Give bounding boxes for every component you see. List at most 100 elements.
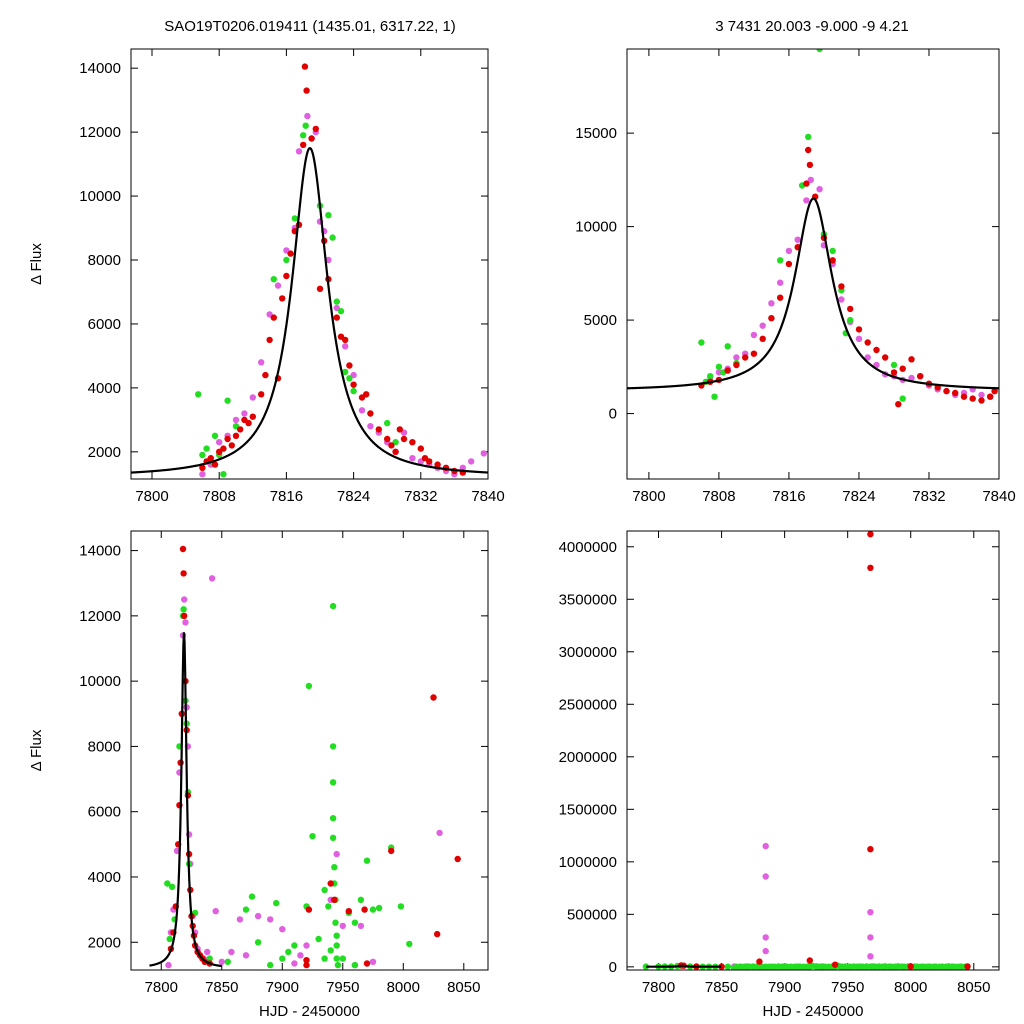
data-point-green (711, 393, 718, 400)
y-tick-label: 500000 (567, 906, 617, 923)
data-point-red (331, 896, 338, 903)
y-tick-label: 4000000 (559, 539, 617, 556)
data-point-green (180, 606, 187, 613)
data-point-violet (267, 916, 274, 923)
x-tick-label: 8000 (894, 979, 927, 996)
data-point-red (237, 426, 244, 433)
data-point-green (333, 955, 340, 962)
x-tick-label: 7816 (772, 488, 805, 505)
y-tick-label: 8000 (88, 252, 121, 269)
plot-frame (626, 48, 1000, 480)
data-point-violet (733, 354, 740, 361)
data-points (195, 63, 487, 478)
x-tick-label: 7824 (337, 488, 370, 505)
data-point-green (363, 857, 371, 864)
header-left-title: SAO19T0206.019411 (1435.01, 6317.22, 1) (164, 18, 456, 35)
data-point-red (803, 180, 810, 187)
data-point-red (426, 458, 433, 465)
data-point-violet (208, 575, 216, 582)
chart-panel-bottom-left: 7800 7850 7900 7950 8000 8050 2000 4000 6000 8000… (28, 530, 489, 1020)
data-point-red (327, 880, 334, 887)
data-point-violet (304, 112, 311, 120)
data-point-red (434, 930, 441, 938)
data-point-green (325, 903, 332, 910)
data-point-violet (357, 922, 365, 930)
data-point-red (908, 356, 915, 363)
y-tick-label: 10000 (575, 219, 617, 236)
data-point-green (331, 864, 338, 871)
data-point-green (342, 368, 349, 376)
y-tick-label: 12000 (79, 608, 121, 625)
data-point-violet (182, 619, 189, 626)
y-tick-label: 2000000 (559, 749, 617, 766)
data-point-green (291, 215, 298, 222)
data-point-green (203, 445, 210, 452)
data-point-green (283, 256, 290, 264)
data-points (642, 531, 971, 970)
plot-frame (626, 530, 1000, 971)
data-point-green (242, 906, 250, 913)
data-point-red (342, 336, 349, 344)
data-point-violet (291, 960, 298, 967)
data-point-green (315, 935, 322, 943)
data-point-violet (816, 186, 823, 193)
data-point-violet (807, 176, 814, 184)
data-point-green (847, 316, 854, 324)
x-tick-label: 8000 (387, 979, 420, 996)
data-point-red (333, 314, 340, 321)
data-point-red (969, 395, 976, 402)
data-point-green (195, 391, 202, 398)
data-point-red (211, 461, 219, 468)
x-tick-label: 7808 (203, 488, 236, 505)
model-curve (149, 632, 222, 968)
data-point-red (245, 419, 252, 427)
data-point-green (724, 343, 731, 350)
data-point-green (698, 339, 705, 346)
y-tick-label: 5000 (584, 312, 617, 329)
data-point-green (321, 955, 328, 962)
chart-panel-top-right: 7800 7808 7816 7824 7832 7840 0 5000 10000 15000 (575, 48, 1016, 505)
data-point-red (742, 354, 749, 361)
data-point-green (329, 602, 337, 610)
header-right-title: 3 7431 20.003 -9.000 -9 4.21 (715, 18, 909, 35)
data-point-green (375, 904, 383, 912)
data-point-green (329, 815, 337, 822)
data-point-violet (232, 416, 240, 424)
data-point-red (180, 570, 187, 577)
data-point-red (759, 335, 766, 342)
data-point-red (733, 361, 740, 369)
data-point-violet (303, 942, 310, 949)
data-point-green (334, 961, 342, 969)
data-point-green (777, 257, 784, 264)
data-point-green (642, 963, 650, 970)
y-tick-label: 4000 (88, 380, 121, 397)
data-point-green (164, 880, 171, 887)
data-point-red (987, 393, 994, 400)
y-axis-label: Δ Flux (28, 729, 45, 771)
y-tick-label: 6000 (88, 316, 121, 333)
data-point-green (329, 779, 337, 786)
data-point-violet (342, 343, 349, 350)
data-point-violet (715, 369, 723, 376)
x-tick-label: 7816 (270, 488, 303, 505)
data-point-red (756, 958, 763, 965)
data-point-red (283, 272, 290, 280)
data-point-green (273, 899, 280, 907)
plot-frame (130, 530, 489, 971)
data-point-violet (838, 296, 845, 303)
data-point-violet (978, 391, 985, 399)
x-tick-label: 7840 (471, 488, 504, 505)
data-point-red (363, 960, 371, 967)
x-tick-label: 7900 (768, 979, 801, 996)
x-tick-label: 7800 (135, 488, 168, 505)
data-point-red (179, 545, 187, 553)
data-point-green (329, 234, 336, 241)
y-tick-label: 14000 (79, 543, 121, 560)
data-point-violet (777, 279, 784, 286)
data-point-violet (249, 394, 256, 401)
data-point-red (838, 283, 845, 290)
data-point-green (267, 961, 274, 969)
data-point-red (305, 906, 313, 913)
data-point-green (285, 948, 292, 956)
